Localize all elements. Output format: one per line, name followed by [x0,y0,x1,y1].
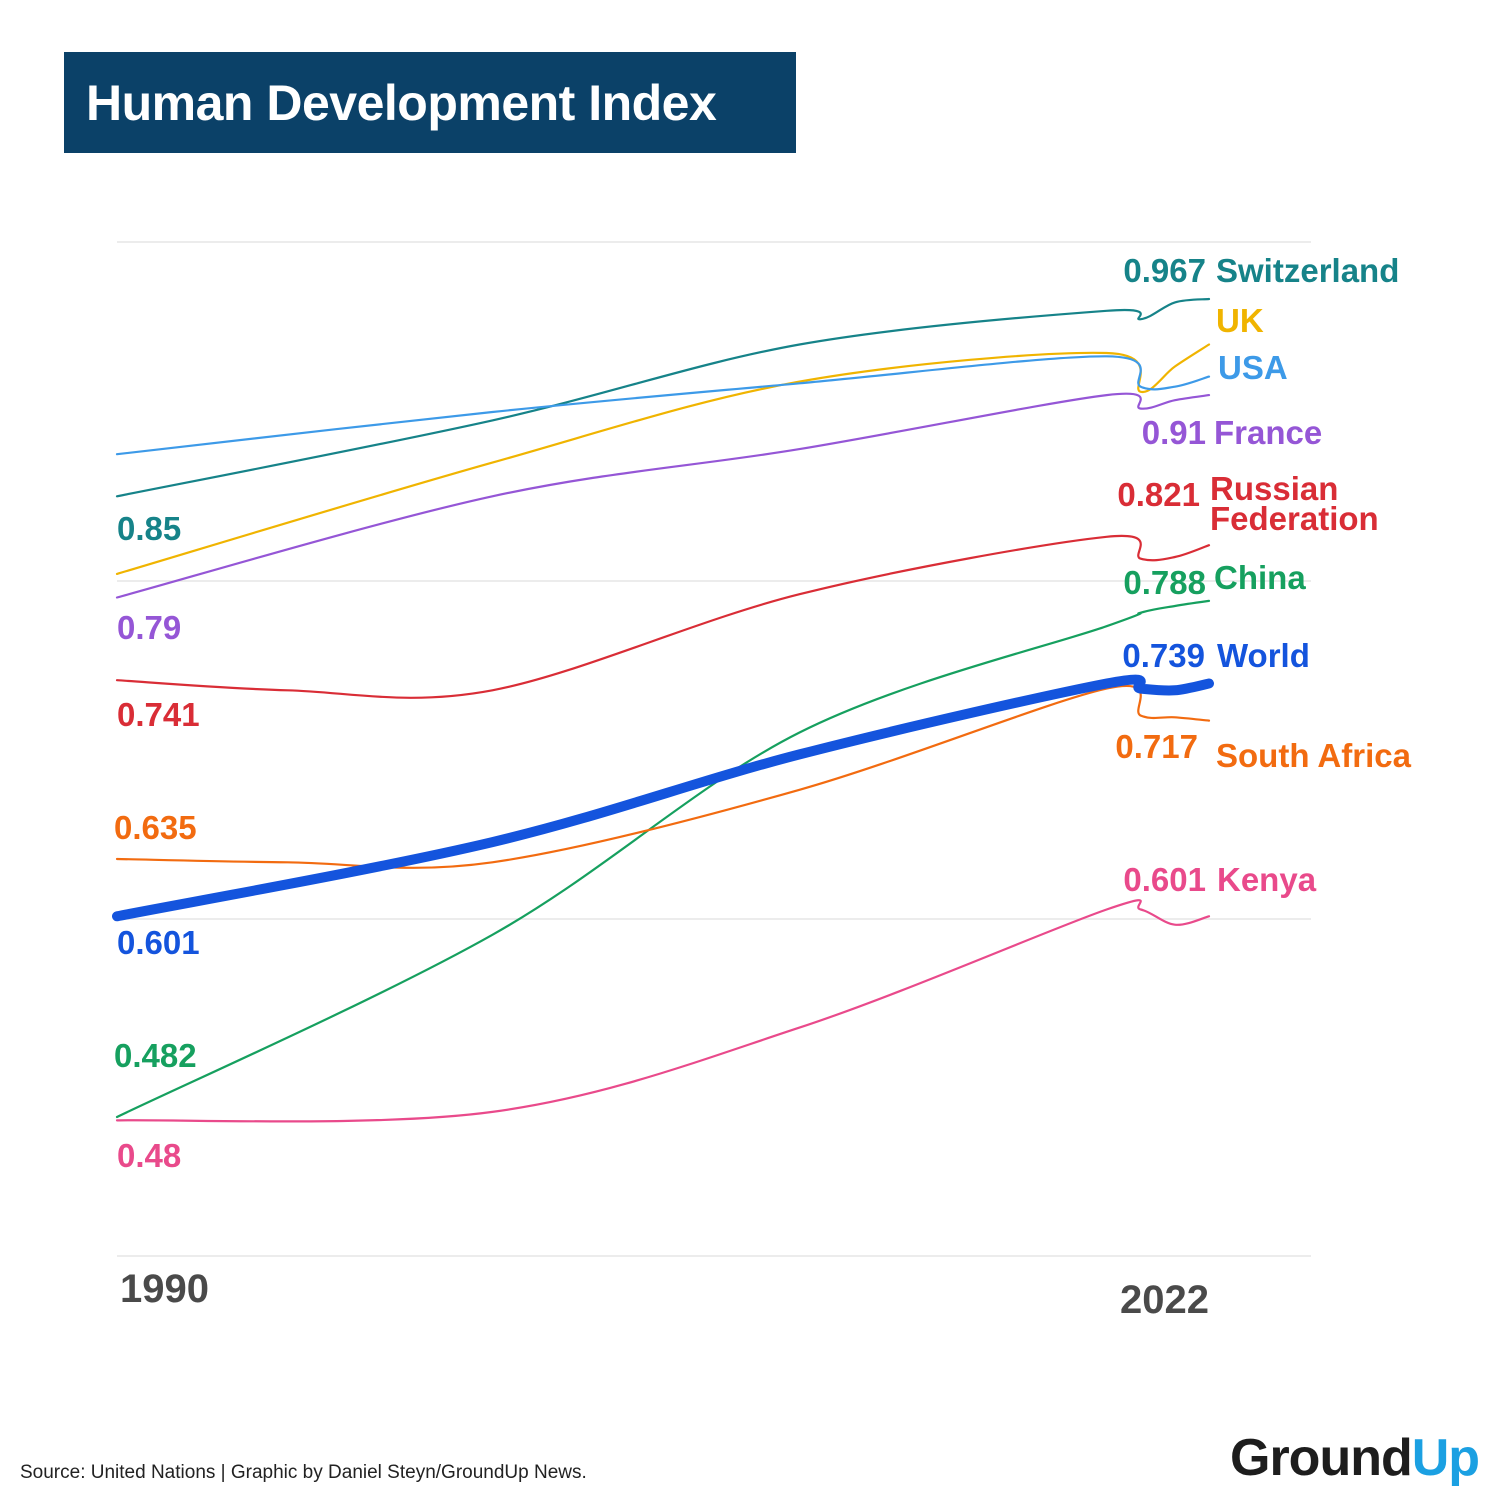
series-name-uk: UK [1216,302,1264,339]
x-tick-label-1990: 1990 [120,1267,209,1311]
series-line-russian-federation [115,534,1211,699]
start-value-russian-federation: 0.741 [117,696,200,733]
series-lines [112,297,1214,1123]
series-name-kenya: Kenya [1217,861,1317,898]
end-value-russian-federation: 0.821 [1117,476,1200,513]
series-line-switzerland [115,297,1211,498]
end-value-kenya: 0.601 [1123,861,1206,898]
end-value-south-africa: 0.717 [1115,728,1198,765]
series-name-usa: USA [1218,349,1288,386]
start-value-south-africa: 0.635 [114,809,197,846]
series-name-world: World [1217,637,1310,674]
source-credit: Source: United Nations | Graphic by Dani… [20,1462,587,1483]
gridlines [117,241,1311,1257]
series-name-russian-federation: Russian Federation [1210,470,1379,537]
end-value-switzerland: 0.967 [1123,252,1206,289]
series-line-usa [115,355,1211,456]
series-line-france [115,392,1211,599]
end-value-france: 0.91 [1142,414,1206,451]
series-line-china [115,599,1211,1119]
series-line-south-africa [115,684,1211,869]
start-value-france: 0.79 [117,609,181,646]
groundup-logo: GroundUp [1230,1429,1480,1487]
title-banner: Human Development Index [64,52,796,153]
series-name-china: China [1214,559,1306,596]
x-axis-ticks: 1990 2022 [120,1267,1209,1322]
start-value-world: 0.601 [117,924,200,961]
chart-title: Human Development Index [86,74,717,131]
end-value-world: 0.739 [1122,637,1205,674]
series-line-world [112,674,1214,922]
start-value-switzerland: 0.85 [117,510,181,547]
logo-ground: Ground [1230,1429,1413,1487]
x-tick-label-2022: 2022 [1120,1278,1209,1322]
series-name-france: France [1214,414,1322,451]
start-value-kenya: 0.48 [117,1137,181,1174]
start-value-china: 0.482 [114,1037,197,1074]
series-name-switzerland: Switzerland [1216,252,1399,289]
logo-up: Up [1411,1429,1480,1487]
data-labels: 0.85 0.967 Switzerland UK USA 0.79 0.91 France 0… [114,252,1412,1174]
series-line-uk [115,343,1211,575]
series-name-south-africa: South Africa [1216,737,1412,774]
series-line-kenya [115,899,1211,1123]
end-value-china: 0.788 [1123,564,1206,601]
